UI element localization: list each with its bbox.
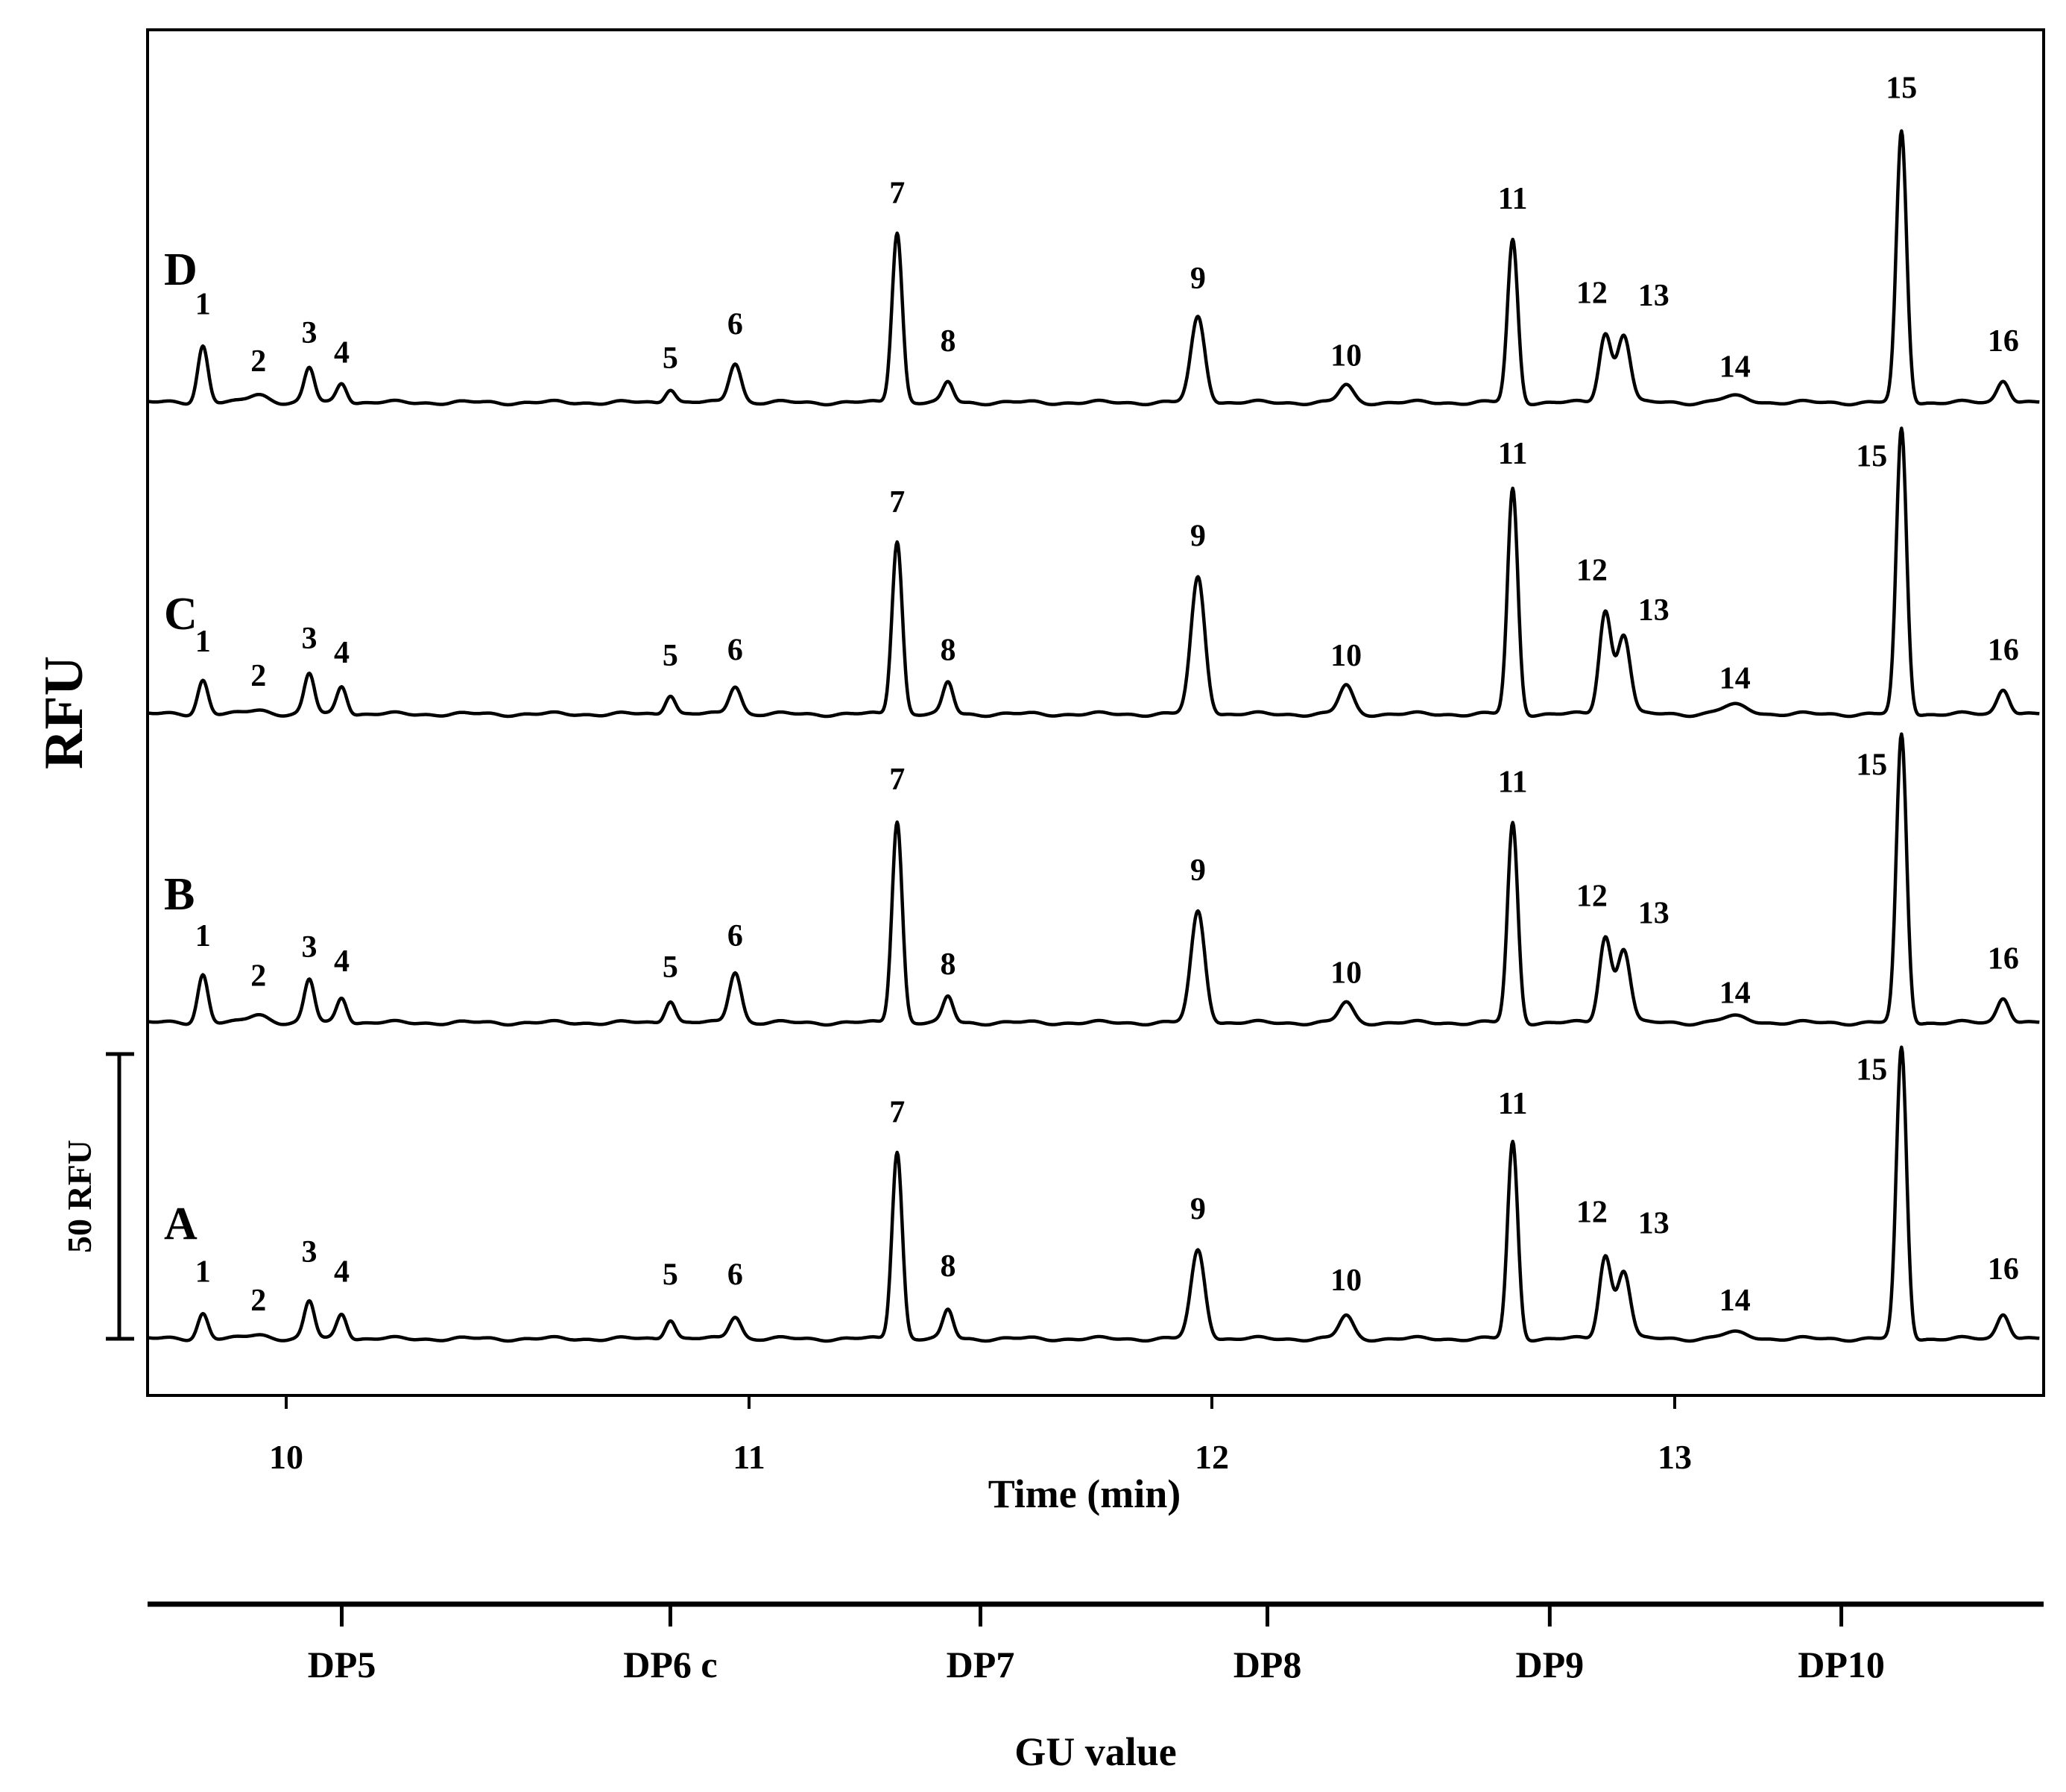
peak-label-A-5: 5 [663,1258,678,1292]
peak-label-D-11: 11 [1498,182,1528,216]
peak-label-B-3: 3 [302,930,318,965]
peak-label-A-2: 2 [250,1284,266,1318]
peak-label-A-14: 14 [1719,1284,1751,1318]
peak-label-B-11: 11 [1498,766,1528,800]
peak-label-C-10: 10 [1330,639,1362,673]
peak-label-A-1: 1 [195,1255,211,1290]
time-axis: 10 11 12 13 [269,1395,1692,1476]
peak-label-C-7: 7 [889,485,905,520]
peak-label-C-6: 6 [727,633,743,667]
peak-label-C-14: 14 [1719,662,1751,696]
trace-D [146,129,2041,407]
peak-label-B-4: 4 [334,944,350,979]
x-tick-label-13: 13 [1658,1438,1692,1476]
peak-label-D-13: 13 [1638,279,1669,313]
peak-label-D-6: 6 [727,307,743,341]
peak-label-B-9: 9 [1190,854,1206,888]
gu-tick-label-DP9: DP9 [1516,1644,1585,1685]
peak-label-C-9: 9 [1190,520,1206,554]
peak-label-D-2: 2 [250,344,266,379]
peak-label-D-10: 10 [1330,338,1362,373]
gu-tick-label-DP8: DP8 [1233,1644,1302,1685]
peak-label-D-8: 8 [941,324,956,359]
peak-label-B-14: 14 [1719,976,1751,1010]
peak-label-D-4: 4 [334,336,350,370]
peak-label-A-11: 11 [1498,1087,1528,1121]
peak-label-C-16: 16 [1988,633,2019,667]
x-axis-title: Time (min) [988,1471,1181,1516]
peak-label-A-15: 15 [1856,1053,1887,1087]
gu-tick-label-DP5: DP5 [308,1644,376,1685]
peak-label-A-8: 8 [941,1249,956,1284]
peak-label-A-13: 13 [1638,1207,1669,1241]
gu-axis: DP5 DP6 c DP7 DP8 DP9 DP10 [148,1601,2044,1685]
peak-label-B-13: 13 [1638,896,1669,930]
peak-label-D-12: 12 [1576,276,1608,310]
trace-B [146,732,2041,1027]
x-tick-label-12: 12 [1195,1438,1229,1476]
traces-group [146,129,2041,1343]
peak-label-C-5: 5 [663,639,678,673]
peak-label-C-15: 15 [1856,440,1887,474]
x-tick-label-11: 11 [733,1438,765,1476]
trace-A [146,1045,2041,1343]
peak-label-A-4: 4 [334,1255,350,1290]
peak-label-B-15: 15 [1856,748,1887,783]
peak-label-C-11: 11 [1498,437,1528,471]
peak-label-D-7: 7 [889,177,905,211]
peak-label-D-9: 9 [1190,262,1206,296]
scale-bar: 50 RFU [60,1052,134,1341]
peak-label-B-1: 1 [195,919,211,953]
panel-label-C: C [164,589,198,640]
trace-C [146,426,2041,719]
peak-label-B-10: 10 [1330,956,1362,991]
peak-label-D-1: 1 [195,288,211,322]
peak-label-C-13: 13 [1638,593,1669,628]
y-axis-title: RFU [34,656,95,769]
panel-label-B: B [164,869,195,920]
peak-label-A-6: 6 [727,1258,743,1292]
peak-label-B-6: 6 [727,919,743,953]
peak-label-D-16: 16 [1988,324,2019,359]
peak-label-C-8: 8 [941,633,956,667]
peak-label-C-2: 2 [250,659,266,693]
peak-label-C-3: 3 [302,622,318,656]
peak-label-A-3: 3 [302,1235,318,1269]
x-tick-label-10: 10 [269,1438,303,1476]
peak-label-A-7: 7 [889,1096,905,1130]
peak-label-D-3: 3 [302,316,318,350]
gu-tick-label-DP7: DP7 [947,1644,1015,1685]
peak-label-A-10: 10 [1330,1263,1362,1298]
peak-label-C-12: 12 [1576,553,1608,587]
peak-label-C-1: 1 [195,625,211,659]
peak-label-A-12: 12 [1576,1195,1608,1229]
peak-label-B-7: 7 [889,763,905,797]
peak-label-D-5: 5 [663,341,678,376]
peak-label-B-2: 2 [250,959,266,993]
gu-tick-label-DP10: DP10 [1798,1644,1885,1685]
gu-axis-title: GU value [1014,1729,1177,1774]
gu-tick-label-DP6 c: DP6 c [623,1644,717,1685]
panel-label-A: A [164,1199,198,1249]
scale-bar-label: 50 RFU [60,1140,98,1253]
peak-label-B-8: 8 [941,947,956,982]
peak-label-A-9: 9 [1190,1193,1206,1227]
peak-label-B-5: 5 [663,950,678,985]
peak-label-B-16: 16 [1988,941,2019,976]
peak-label-D-15: 15 [1886,71,1917,105]
peak-label-A-16: 16 [1988,1252,2019,1287]
peak-label-B-12: 12 [1576,879,1608,913]
peak-label-C-4: 4 [334,636,350,670]
panel-label-D: D [164,244,198,295]
peak-label-D-14: 14 [1719,350,1751,385]
